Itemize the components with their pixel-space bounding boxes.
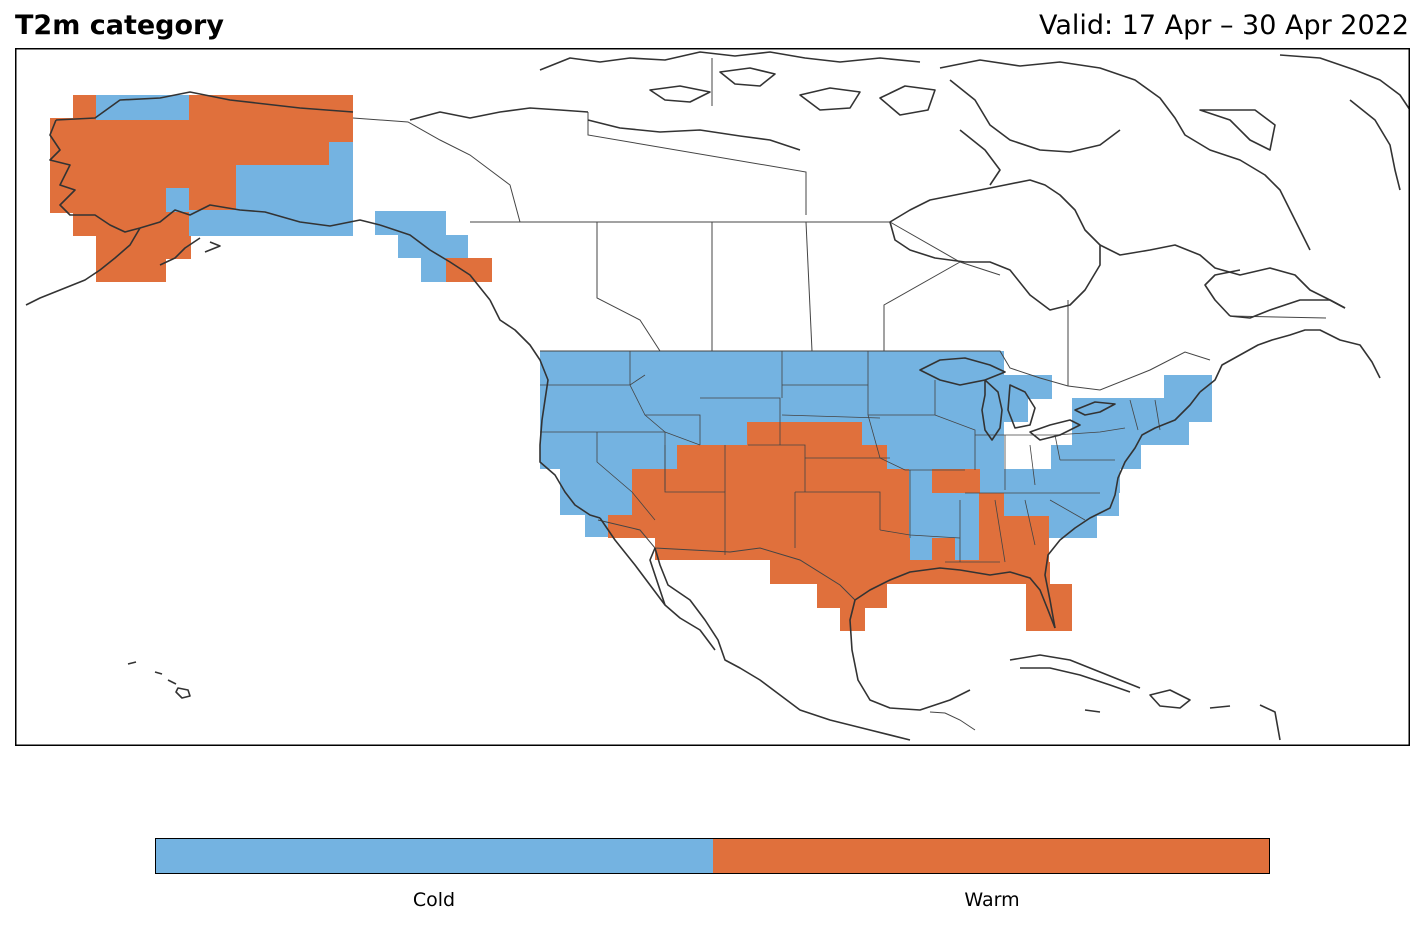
panhandle-cells <box>375 211 492 282</box>
conus-warm-cells <box>608 422 1072 631</box>
country-borders <box>352 58 1327 731</box>
conus-cold-cells <box>540 351 1212 562</box>
map-title: T2m category <box>15 10 224 41</box>
t2m-category-map <box>15 48 1410 746</box>
coastlines <box>25 51 1410 741</box>
colorbar-warm-segment <box>712 839 1269 873</box>
valid-period: Valid: 17 Apr – 30 Apr 2022 <box>1039 10 1409 41</box>
colorbar-cold-segment <box>156 839 713 873</box>
state-borders <box>540 351 1161 563</box>
legend-cold-label: Cold <box>412 889 456 911</box>
legend-warm-label: Warm <box>964 889 1020 911</box>
colorbar <box>155 838 1270 874</box>
